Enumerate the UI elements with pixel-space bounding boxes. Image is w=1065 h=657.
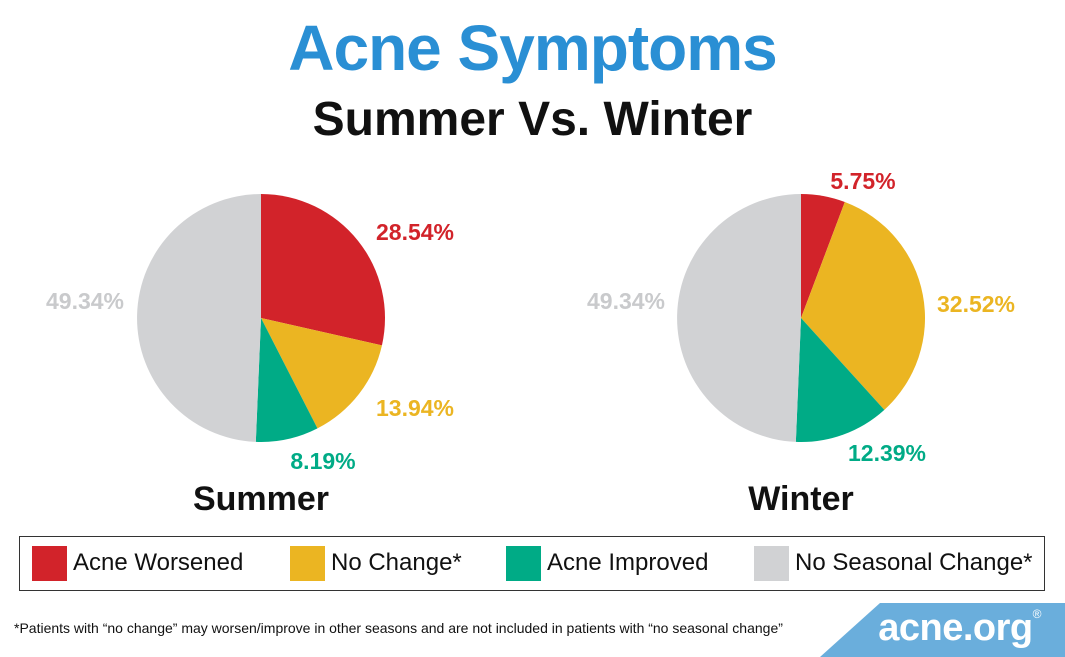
pie-title-summer: Summer — [193, 480, 329, 518]
pie-summer: 28.54% 13.94% 8.19% 49.34% Summer — [46, 194, 454, 518]
data-label-summer-acne-worsened: 28.54% — [376, 219, 454, 245]
legend-label-acne-worsened: Acne Worsened — [73, 549, 244, 576]
slice-winter-no-change — [801, 202, 926, 410]
legend-item-no-seasonal-change: No Seasonal Change* — [754, 537, 1033, 589]
slice-winter-acne-improved — [795, 318, 885, 442]
acne-org-logo: acne.org® — [820, 603, 1065, 657]
legend-label-no-seasonal-change: No Seasonal Change* — [795, 549, 1033, 576]
footnote: *Patients with “no change” may worsen/im… — [14, 620, 783, 636]
data-label-summer-acne-improved: 8.19% — [290, 448, 355, 474]
legend-swatch-no-seasonal-change — [754, 545, 789, 581]
legend-swatch-acne-worsened — [32, 545, 67, 581]
data-label-winter-no-seasonal-change: 49.34% — [587, 288, 665, 314]
legend-item-acne-improved: Acne Improved — [506, 537, 708, 589]
data-label-winter-no-change: 32.52% — [937, 291, 1015, 317]
legend-swatch-acne-improved — [506, 545, 541, 581]
data-label-summer-no-seasonal-change: 49.34% — [46, 288, 124, 314]
data-label-summer-no-change: 13.94% — [376, 395, 454, 421]
slice-summer-no-seasonal-change — [137, 194, 261, 442]
legend-label-no-change: No Change* — [331, 549, 462, 576]
data-label-winter-acne-improved: 12.39% — [848, 440, 926, 466]
legend-swatch-no-change — [290, 545, 325, 581]
logo-wordmark: acne.org — [878, 607, 1033, 649]
legend-label-acne-improved: Acne Improved — [547, 549, 709, 576]
pie-winter: 5.75% 32.52% 12.39% 49.34% Winter — [587, 168, 1015, 518]
chart-title: Acne Symptoms — [288, 12, 777, 84]
data-label-winter-acne-worsened: 5.75% — [830, 168, 895, 194]
slice-summer-acne-worsened — [261, 194, 385, 346]
slice-winter-acne-worsened — [801, 194, 845, 318]
pie-charts: 28.54% 13.94% 8.19% 49.34% Summer 5.75% 32.52%… — [46, 168, 1015, 518]
slice-summer-acne-improved — [255, 318, 318, 442]
chart-subtitle: Summer Vs. Winter — [312, 93, 753, 146]
legend-item-no-change: No Change* — [290, 537, 462, 589]
slice-winter-no-seasonal-change — [677, 194, 801, 442]
logo-text: acne.org® — [878, 607, 1041, 650]
slice-summer-no-change — [261, 318, 382, 429]
legend: Acne Worsened No Change* Acne Improved N… — [19, 536, 1045, 591]
pie-title-winter: Winter — [748, 480, 853, 518]
registered-mark-icon: ® — [1032, 607, 1042, 621]
legend-item-acne-worsened: Acne Worsened — [32, 537, 243, 589]
